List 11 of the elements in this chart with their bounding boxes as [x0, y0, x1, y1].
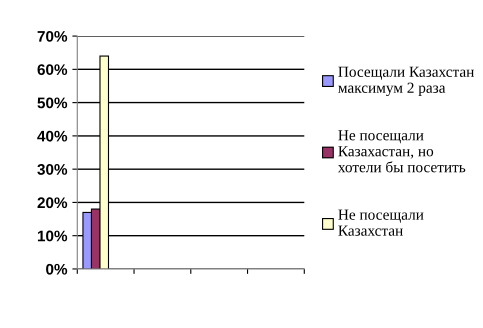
legend-label: Не посещали Казахастан, но хотели бы посетить: [338, 130, 466, 172]
y-tick-label: 0%: [46, 264, 68, 275]
y-tick-label: 70%: [38, 30, 68, 42]
legend-label: Посещали Казахстан максимум 2 раза: [338, 66, 474, 96]
legend-label: Не посещали Казахстан: [338, 210, 424, 236]
y-tick-label: 60%: [38, 64, 68, 76]
y-tick-label: 30%: [37, 164, 68, 175]
y-tick-label: 50%: [37, 97, 68, 108]
y-tick-label: 10%: [38, 230, 68, 242]
y-tick-label: 20%: [38, 197, 68, 208]
y-tick-label: 40%: [37, 130, 68, 142]
